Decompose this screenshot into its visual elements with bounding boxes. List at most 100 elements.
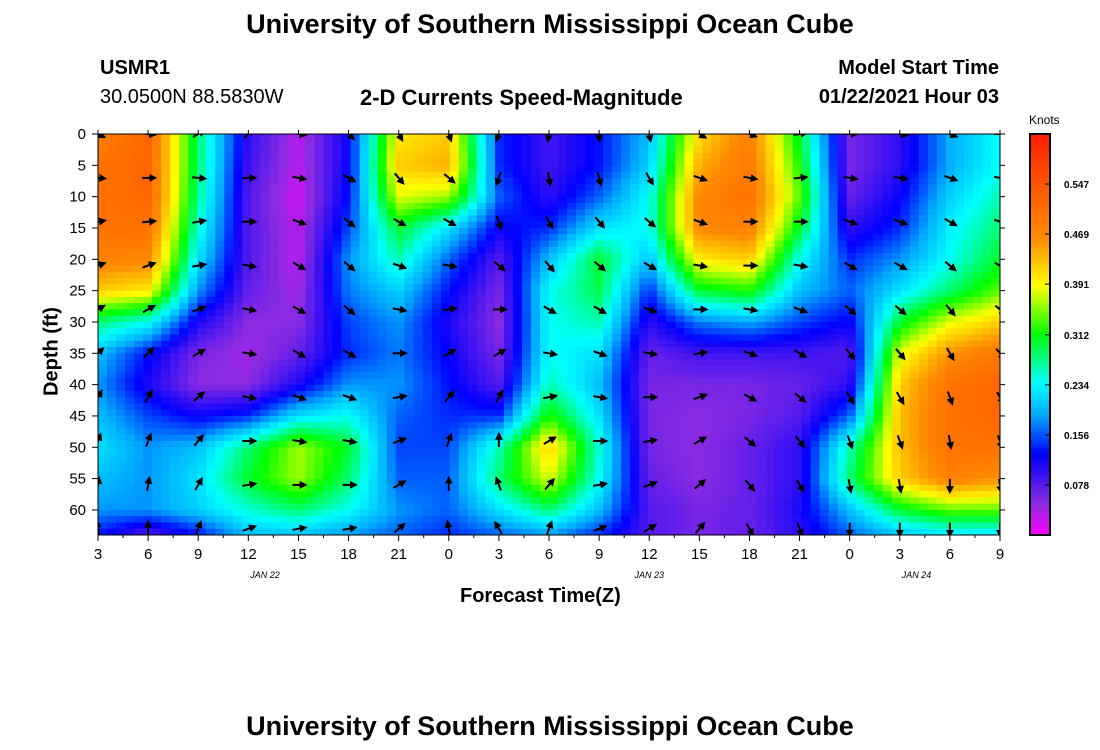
heatmap-cell <box>783 152 794 160</box>
heatmap-cell <box>882 397 893 405</box>
heatmap-cell <box>224 259 234 267</box>
heatmap-cell <box>143 265 153 273</box>
heatmap-cell <box>927 378 938 386</box>
heatmap-cell <box>756 171 767 179</box>
heatmap-cell <box>233 221 243 229</box>
heatmap-cell <box>404 177 415 185</box>
heatmap-cell <box>684 196 694 204</box>
heatmap-cell <box>494 340 505 348</box>
heatmap-cell <box>359 202 370 210</box>
heatmap-cell <box>512 397 523 405</box>
heatmap-cell <box>567 278 577 285</box>
heatmap-cell <box>341 278 352 285</box>
heatmap-cell <box>179 215 189 223</box>
heatmap-cell <box>954 278 965 285</box>
heatmap-cell <box>612 296 622 304</box>
heatmap-cell <box>260 271 270 279</box>
heatmap-cell <box>233 271 243 279</box>
heatmap-cell <box>972 184 983 191</box>
heatmap-cell <box>512 378 523 386</box>
heatmap-cell <box>404 359 415 367</box>
heatmap-cell <box>368 422 379 430</box>
heatmap-cell <box>936 334 947 342</box>
heatmap-cell <box>639 240 649 248</box>
heatmap-cell <box>549 184 559 191</box>
heatmap-cell <box>395 253 406 260</box>
heatmap-cell <box>729 290 740 298</box>
heatmap-cell <box>792 347 803 354</box>
heatmap-cell <box>693 171 703 179</box>
heatmap-cell <box>603 259 613 267</box>
heatmap-cell <box>711 415 721 423</box>
heatmap-cell <box>558 146 568 154</box>
heatmap-cell <box>720 134 730 141</box>
heatmap-cell <box>503 328 514 336</box>
heatmap-cell <box>152 359 162 367</box>
heatmap-cell <box>576 215 586 223</box>
heatmap-cell <box>422 209 433 217</box>
heatmap-cell <box>476 422 487 430</box>
heatmap-cell <box>350 209 361 217</box>
heatmap-cell <box>918 415 929 423</box>
heatmap-cell <box>359 415 370 423</box>
heatmap-cell <box>621 202 631 210</box>
heatmap-cell <box>837 140 848 148</box>
heatmap-cell <box>287 134 298 141</box>
heatmap-cell <box>702 359 712 367</box>
heatmap-cell <box>855 190 866 198</box>
heatmap-cell <box>738 347 749 354</box>
heatmap-cell <box>567 184 577 191</box>
heatmap-cell <box>783 290 794 298</box>
heatmap-cell <box>224 340 234 348</box>
heatmap-cell <box>783 303 794 311</box>
heatmap-cell <box>810 184 821 191</box>
heatmap-cell <box>476 403 487 411</box>
heatmap-cell <box>783 353 794 361</box>
heatmap-cell <box>458 202 469 210</box>
heatmap-cell <box>927 347 938 354</box>
heatmap-cell <box>990 321 1000 329</box>
heatmap-cell <box>107 372 117 379</box>
heatmap-cell <box>413 434 424 442</box>
heatmap-cell <box>882 140 893 148</box>
heatmap-cell <box>278 271 289 279</box>
heatmap-cell <box>422 321 433 329</box>
heatmap-cell <box>747 196 758 204</box>
heatmap-cell <box>188 378 198 386</box>
heatmap-cell <box>576 140 586 148</box>
heatmap-cell <box>458 146 469 154</box>
heatmap-cell <box>567 265 577 273</box>
heatmap-cell <box>386 215 397 223</box>
heatmap-cell <box>954 140 965 148</box>
heatmap-cell <box>98 365 108 373</box>
heatmap-cell <box>98 290 108 298</box>
heatmap-cell <box>774 328 785 336</box>
heatmap-cell <box>332 190 343 198</box>
heatmap-cell <box>503 278 514 285</box>
heatmap-cell <box>269 328 279 336</box>
heatmap-cell <box>801 227 812 235</box>
heatmap-cell <box>377 202 388 210</box>
heatmap-cell <box>422 171 433 179</box>
heatmap-cell <box>810 202 821 210</box>
heatmap-cell <box>666 397 676 405</box>
heatmap-cell <box>630 271 640 279</box>
heatmap-cell <box>161 328 171 336</box>
heatmap-cell <box>467 365 478 373</box>
heatmap-cell <box>927 246 938 254</box>
heatmap-cell <box>539 215 550 223</box>
heatmap-cell <box>954 284 965 292</box>
heatmap-cell <box>639 290 649 298</box>
heatmap-cell <box>224 190 234 198</box>
heatmap-cell <box>107 359 117 367</box>
heatmap-cell <box>107 171 117 179</box>
heatmap-cell <box>756 190 767 198</box>
heatmap-cell <box>341 365 352 373</box>
heatmap-cell <box>287 328 298 336</box>
heatmap-cell <box>684 202 694 210</box>
heatmap-cell <box>332 278 343 285</box>
heatmap-cell <box>359 303 370 311</box>
heatmap-cell <box>936 340 947 348</box>
heatmap-cell <box>657 284 667 292</box>
heatmap-cell <box>422 177 433 185</box>
